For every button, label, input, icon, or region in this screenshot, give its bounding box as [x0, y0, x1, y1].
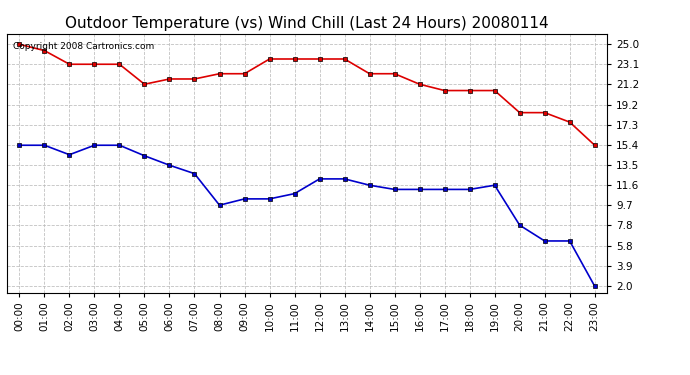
Text: Copyright 2008 Cartronics.com: Copyright 2008 Cartronics.com	[13, 42, 154, 51]
Title: Outdoor Temperature (vs) Wind Chill (Last 24 Hours) 20080114: Outdoor Temperature (vs) Wind Chill (Las…	[66, 16, 549, 31]
